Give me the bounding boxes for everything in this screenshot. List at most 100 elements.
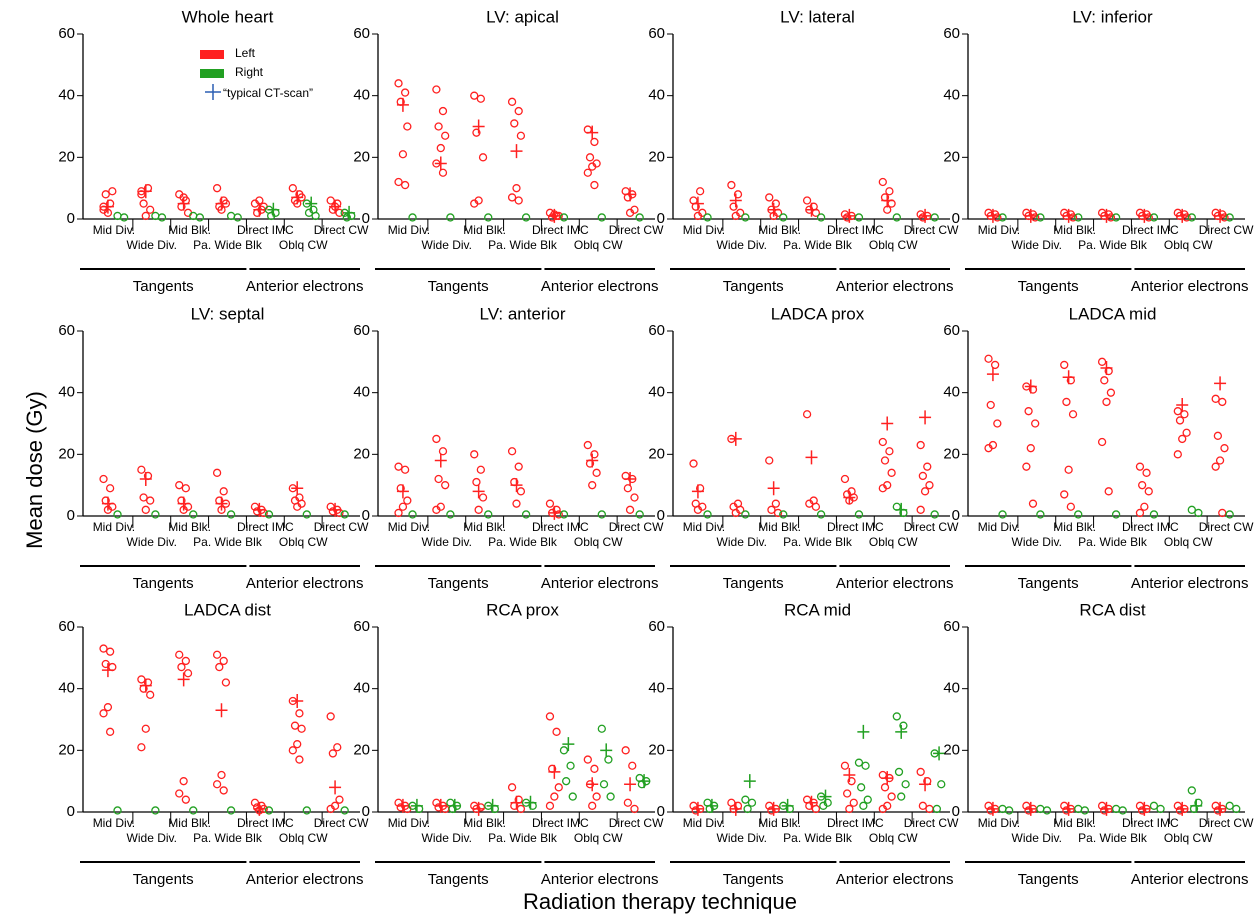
data-point — [478, 493, 488, 502]
typical-marker — [253, 202, 266, 217]
typical-marker — [729, 193, 742, 208]
data-point — [181, 795, 190, 804]
category-label: Wide Div. — [422, 535, 472, 549]
category-label: Wide Div. — [422, 238, 472, 252]
data-point — [887, 468, 896, 477]
data-point — [621, 746, 630, 755]
panel-title: LV: anterior — [480, 304, 566, 323]
category-label: Mid Div. — [388, 223, 430, 237]
y-tick-label: 20 — [58, 148, 75, 165]
data-point — [484, 510, 493, 519]
typical-marker — [638, 774, 651, 789]
data-point — [1140, 502, 1149, 511]
typical-marker — [396, 484, 409, 499]
data-point — [293, 740, 302, 749]
data-point — [747, 798, 757, 807]
y-tick-label: 0 — [362, 507, 370, 524]
data-point — [993, 213, 1002, 222]
category-label: Oblq CW — [574, 238, 623, 252]
data-point — [446, 510, 455, 519]
data-point — [400, 180, 410, 190]
data-point — [693, 211, 703, 221]
category-label: Wide Div. — [127, 238, 177, 252]
group-label: Tangents — [428, 575, 489, 592]
data-point — [767, 806, 776, 815]
data-point — [219, 487, 228, 496]
data-point — [295, 755, 304, 764]
typical-marker — [329, 199, 342, 214]
data-point — [293, 502, 302, 511]
typical-marker — [1062, 208, 1075, 223]
typical-marker — [562, 737, 575, 752]
typical-marker — [253, 502, 266, 517]
typical-marker — [819, 789, 832, 804]
category-label: Mid Div. — [388, 816, 430, 830]
panel-title: LV: septal — [191, 304, 265, 323]
category-label: Mid Blk. — [758, 223, 801, 237]
typical-marker — [705, 798, 718, 813]
category-label: Mid Blk. — [463, 223, 506, 237]
data-point — [394, 462, 403, 471]
typical-marker — [524, 795, 537, 810]
data-point — [1024, 806, 1033, 815]
typical-marker — [919, 208, 932, 223]
y-tick-label: 20 — [943, 148, 960, 165]
category-label: Wide Div. — [127, 831, 177, 845]
data-point — [843, 213, 852, 222]
group-label: Tangents — [1018, 575, 1079, 592]
x-axis-label: Radiation therapy technique — [523, 889, 797, 914]
typical-marker — [691, 484, 704, 499]
data-point — [1218, 508, 1227, 518]
data-point — [113, 510, 122, 519]
category-label: Pa. Wide Blk — [193, 535, 263, 549]
data-point — [545, 712, 555, 721]
data-point — [880, 456, 890, 465]
data-point — [516, 131, 526, 140]
y-tick-label: 60 — [58, 618, 75, 635]
category-label: Direct CW — [314, 520, 369, 534]
data-point — [1173, 407, 1182, 416]
data-point — [1149, 510, 1159, 519]
data-point — [599, 780, 609, 789]
data-point — [219, 786, 228, 795]
typical-marker — [267, 202, 280, 217]
group-label: Tangents — [723, 278, 784, 295]
data-point — [212, 184, 222, 193]
data-point — [226, 510, 236, 519]
typical-marker — [1176, 398, 1189, 412]
data-point — [585, 153, 595, 162]
y-tick-label: 0 — [657, 507, 665, 524]
category-label: Mid Div. — [683, 816, 725, 830]
data-point — [733, 190, 743, 199]
data-point — [925, 481, 934, 490]
data-point — [1180, 410, 1189, 419]
category-label: Oblq CW — [574, 831, 623, 845]
category-label: Mid Blk. — [463, 520, 506, 534]
group-label: Anterior electrons — [541, 871, 659, 888]
data-point — [559, 510, 569, 519]
data-point — [408, 213, 417, 222]
data-point — [101, 659, 110, 669]
y-tick-label: 60 — [648, 322, 665, 339]
data-point — [1036, 213, 1045, 222]
data-point — [470, 450, 479, 459]
data-point — [146, 496, 155, 505]
data-point — [998, 213, 1007, 222]
data-point — [113, 806, 122, 815]
data-point — [1111, 510, 1121, 519]
group-label: Tangents — [133, 278, 194, 295]
data-point — [436, 143, 445, 153]
data-point — [408, 510, 417, 519]
data-point — [568, 792, 577, 801]
typical-marker — [1100, 801, 1113, 816]
data-point — [179, 777, 188, 786]
typical-marker — [329, 502, 342, 517]
y-tick-label: 60 — [353, 618, 370, 635]
data-point — [592, 792, 601, 801]
category-label: Oblq CW — [869, 831, 918, 845]
category-label: Pa. Wide Blk — [783, 535, 853, 549]
data-point — [476, 803, 485, 812]
data-point — [342, 213, 352, 222]
data-point — [741, 510, 750, 519]
data-point — [141, 724, 150, 733]
